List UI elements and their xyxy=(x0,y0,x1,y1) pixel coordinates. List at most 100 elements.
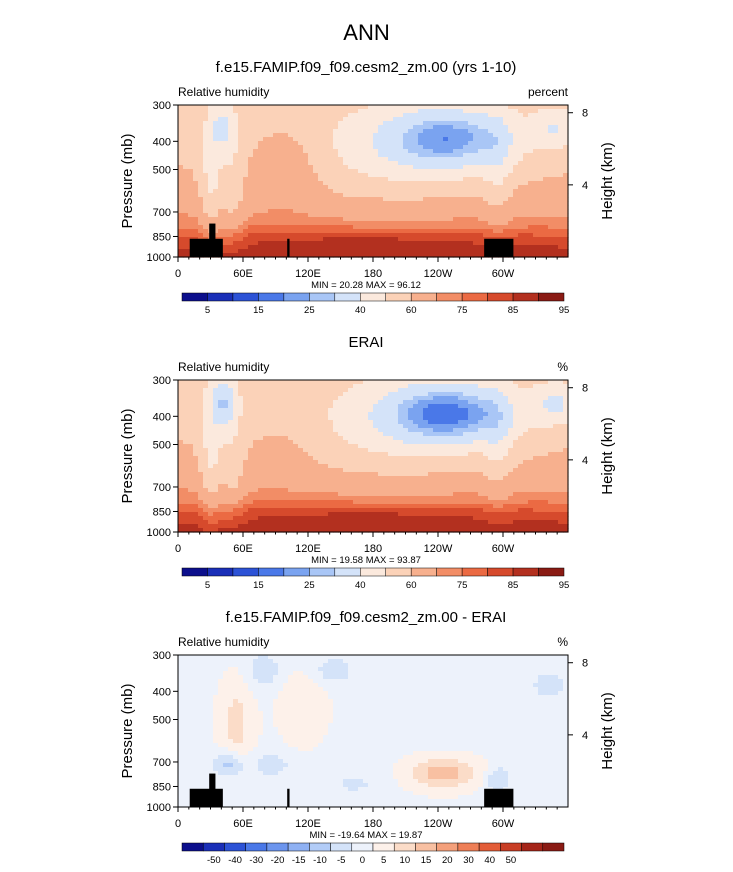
contour-cell xyxy=(293,472,299,477)
contour-cell xyxy=(463,149,469,154)
contour-cell xyxy=(523,380,529,385)
contour-cell xyxy=(368,400,374,405)
contour-cell xyxy=(463,165,469,170)
contour-cell xyxy=(563,472,569,477)
contour-cell xyxy=(188,233,194,238)
contour-cell xyxy=(188,201,194,206)
contour-cell xyxy=(328,197,334,202)
contour-cell xyxy=(298,161,304,166)
contour-cell xyxy=(498,452,504,457)
contour-cell xyxy=(198,452,204,457)
contour-cell xyxy=(433,213,439,218)
contour-cell xyxy=(453,472,459,477)
contour-cell xyxy=(458,452,464,457)
contour-cell xyxy=(248,440,254,445)
contour-cell xyxy=(193,153,199,158)
contour-cell xyxy=(468,460,474,465)
contour-cell xyxy=(253,460,259,465)
contour-cell xyxy=(543,125,549,130)
contour-cell xyxy=(198,388,204,393)
panel-title: f.e15.FAMIP.f09_f09.cesm2_zm.00 (yrs 1-1… xyxy=(216,59,517,76)
contour-cell xyxy=(408,249,414,254)
contour-cell xyxy=(418,384,424,389)
contour-cell xyxy=(353,153,359,158)
contour-cell xyxy=(198,133,204,138)
contour-cell xyxy=(188,145,194,150)
contour-cell xyxy=(438,121,444,126)
contour-cell xyxy=(288,468,294,473)
contour-cell xyxy=(298,109,304,114)
contour-cell xyxy=(523,113,529,118)
contour-cell xyxy=(498,201,504,206)
contour-cell xyxy=(218,440,224,445)
contour-cell xyxy=(513,209,519,214)
contour-cell xyxy=(348,249,354,254)
contour-cell xyxy=(488,404,494,409)
contour-field xyxy=(178,380,569,533)
contour-cell xyxy=(413,225,419,230)
contour-cell xyxy=(548,137,554,142)
contour-cell xyxy=(278,404,284,409)
contour-cell xyxy=(553,181,559,186)
contour-cell xyxy=(238,177,244,182)
contour-cell xyxy=(393,468,399,473)
contour-cell xyxy=(343,408,349,413)
contour-cell xyxy=(458,205,464,210)
contour-cell xyxy=(543,245,549,250)
contour-cell xyxy=(453,181,459,186)
contour-cell xyxy=(388,428,394,433)
contour-cell xyxy=(263,444,269,449)
contour-cell xyxy=(263,105,269,110)
contour-cell xyxy=(303,420,309,425)
contour-cell xyxy=(293,452,299,457)
contour-cell xyxy=(433,205,439,210)
contour-cell xyxy=(538,460,544,465)
contour-cell xyxy=(268,396,274,401)
contour-cell xyxy=(378,400,384,405)
contour-cell xyxy=(523,241,529,246)
contour-cell xyxy=(213,213,219,218)
contour-cell xyxy=(228,165,234,170)
contour-cell xyxy=(358,444,364,449)
contour-cell xyxy=(393,416,399,421)
contour-cell xyxy=(538,197,544,202)
contour-cell xyxy=(188,229,194,234)
contour-cell xyxy=(328,113,334,118)
contour-cell xyxy=(488,456,494,461)
contour-cell xyxy=(523,460,529,465)
contour-cell xyxy=(428,221,434,226)
contour-cell xyxy=(388,137,394,142)
contour-cell xyxy=(478,412,484,417)
contour-cell xyxy=(378,440,384,445)
contour-cell xyxy=(203,145,209,150)
contour-cell xyxy=(488,392,494,397)
contour-cell xyxy=(303,400,309,405)
contour-cell xyxy=(258,392,264,397)
contour-cell xyxy=(353,177,359,182)
contour-cell xyxy=(538,185,544,190)
contour-cell xyxy=(433,432,439,437)
contour-cell xyxy=(388,416,394,421)
contour-cell xyxy=(308,468,314,473)
contour-cell xyxy=(503,185,509,190)
contour-cell xyxy=(528,129,534,134)
contour-cell xyxy=(323,245,329,250)
contour-cell xyxy=(493,412,499,417)
contour-cell xyxy=(178,217,184,222)
contour-cell xyxy=(563,456,569,461)
contour-cell xyxy=(273,149,279,154)
contour-cell xyxy=(558,400,564,405)
contour-cell xyxy=(433,468,439,473)
contour-cell xyxy=(398,153,404,158)
contour-cell xyxy=(403,428,409,433)
contour-cell xyxy=(263,133,269,138)
contour-cell xyxy=(188,416,194,421)
contour-cell xyxy=(258,384,264,389)
contour-cell xyxy=(518,129,524,134)
contour-cell xyxy=(393,428,399,433)
contour-cell xyxy=(518,125,524,130)
stats-text: MIN = 20.28 MAX = 96.12 xyxy=(311,280,421,291)
contour-cell xyxy=(203,177,209,182)
contour-cell xyxy=(373,436,379,441)
